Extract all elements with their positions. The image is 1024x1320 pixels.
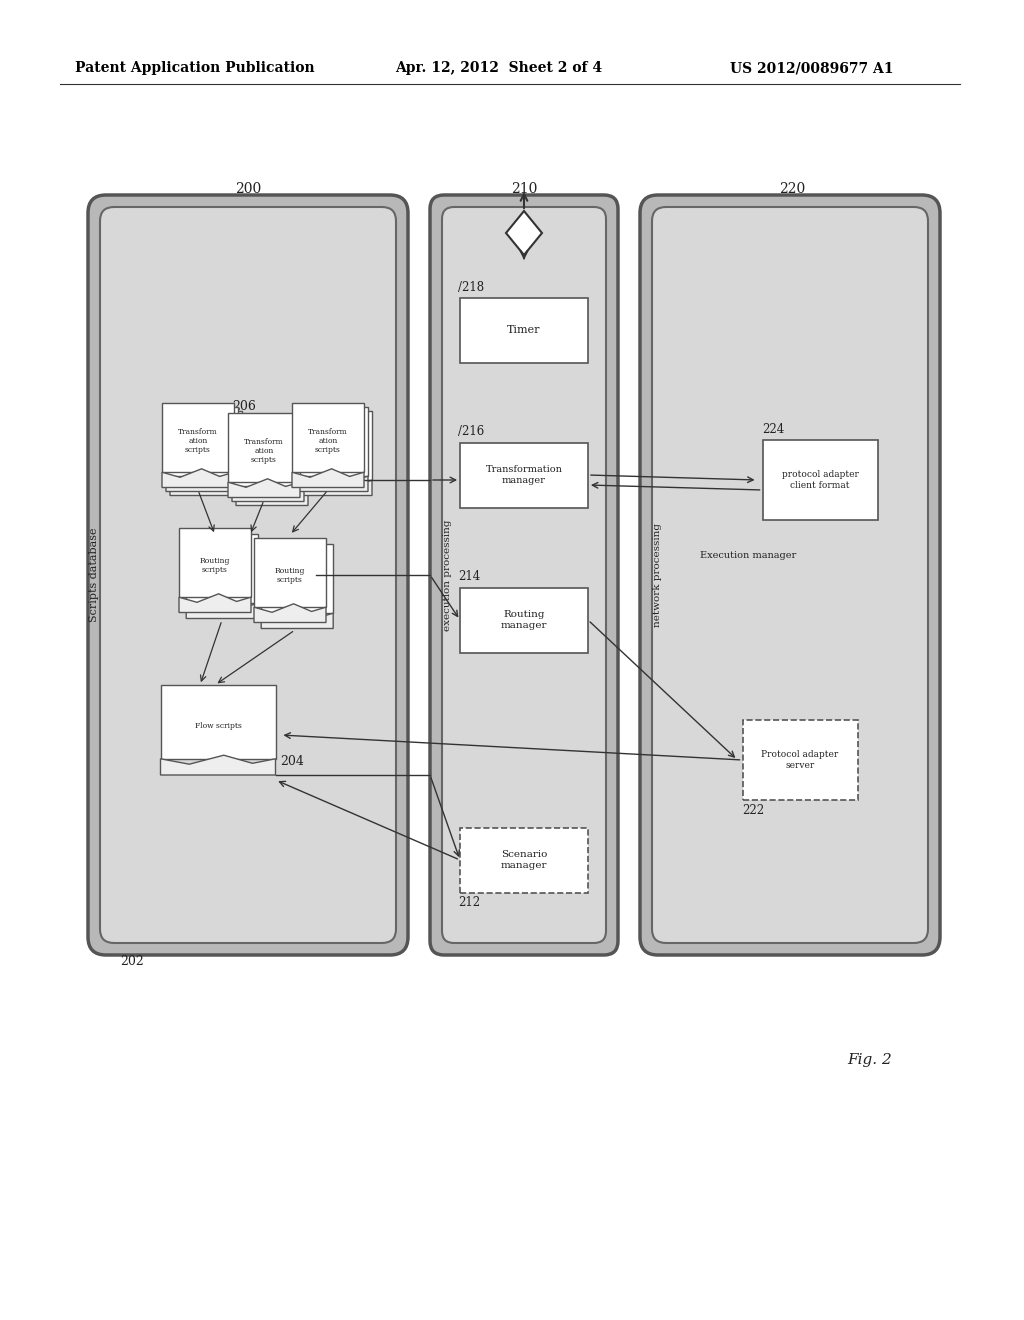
Bar <box>170 411 242 480</box>
Polygon shape <box>179 594 251 612</box>
Text: Routing
manager: Routing manager <box>501 610 547 630</box>
Text: 200: 200 <box>234 182 261 195</box>
Polygon shape <box>161 755 275 775</box>
Text: 210: 210 <box>511 182 538 195</box>
Polygon shape <box>261 610 333 628</box>
Text: Scenario
manager: Scenario manager <box>501 850 547 870</box>
Text: Flow scripts: Flow scripts <box>195 722 242 730</box>
Text: 202: 202 <box>120 954 143 968</box>
Text: Transform
ation
scripts: Transform ation scripts <box>178 428 218 454</box>
Polygon shape <box>186 599 258 619</box>
Bar <box>763 440 878 520</box>
Text: Scripts database: Scripts database <box>89 528 99 622</box>
Text: network processing: network processing <box>652 523 662 627</box>
Polygon shape <box>254 603 326 623</box>
Text: Routing
scripts: Routing scripts <box>200 557 230 574</box>
Bar <box>460 828 588 892</box>
FancyBboxPatch shape <box>640 195 940 954</box>
Bar <box>228 412 300 482</box>
Text: Timer: Timer <box>507 325 541 335</box>
Text: Transform
ation
scripts: Transform ation scripts <box>248 442 288 469</box>
FancyBboxPatch shape <box>88 195 408 954</box>
Bar <box>261 544 333 614</box>
Text: 212: 212 <box>458 896 480 909</box>
Bar <box>460 587 588 652</box>
Bar <box>460 442 588 507</box>
Polygon shape <box>162 469 234 487</box>
Polygon shape <box>236 487 308 506</box>
Text: 220: 220 <box>779 182 805 195</box>
FancyBboxPatch shape <box>652 207 928 942</box>
Text: 214: 214 <box>458 570 480 583</box>
Bar <box>460 297 588 363</box>
Bar <box>300 411 372 480</box>
Text: Apr. 12, 2012  Sheet 2 of 4: Apr. 12, 2012 Sheet 2 of 4 <box>395 61 602 75</box>
Text: Protocol adapter
server: Protocol adapter server <box>762 750 839 770</box>
Bar <box>232 417 304 486</box>
Polygon shape <box>300 477 372 495</box>
Bar <box>296 407 368 477</box>
Bar <box>161 685 275 759</box>
Text: US 2012/0089677 A1: US 2012/0089677 A1 <box>730 61 894 75</box>
Text: protocol adapter
client format: protocol adapter client format <box>781 470 858 490</box>
Text: Routing
scripts: Routing scripts <box>207 564 238 581</box>
Text: Transform
ation
scripts: Transform ation scripts <box>316 436 356 462</box>
Bar <box>179 528 251 597</box>
Bar <box>166 407 238 477</box>
Text: 224: 224 <box>763 422 784 436</box>
Text: /218: /218 <box>458 281 484 293</box>
Polygon shape <box>170 477 242 495</box>
Bar <box>254 537 326 607</box>
Text: Transform
ation
scripts: Transform ation scripts <box>308 428 348 454</box>
Text: 222: 222 <box>742 804 765 817</box>
Polygon shape <box>166 473 238 491</box>
Bar <box>292 403 364 473</box>
Bar <box>236 421 308 490</box>
Text: Transform
ation
scripts: Transform ation scripts <box>182 432 222 458</box>
Text: Transform
ation
scripts: Transform ation scripts <box>186 436 226 462</box>
FancyBboxPatch shape <box>100 207 396 942</box>
FancyBboxPatch shape <box>430 195 618 954</box>
Polygon shape <box>506 211 542 255</box>
Text: Routing
scripts: Routing scripts <box>282 573 312 590</box>
Polygon shape <box>292 469 364 487</box>
Text: Execution manager: Execution manager <box>700 550 797 560</box>
Text: execution processing: execution processing <box>442 519 452 631</box>
Text: 206: 206 <box>232 400 256 413</box>
Text: Patent Application Publication: Patent Application Publication <box>75 61 314 75</box>
Polygon shape <box>228 479 300 498</box>
FancyBboxPatch shape <box>442 207 606 942</box>
Polygon shape <box>296 473 368 491</box>
Polygon shape <box>232 483 304 502</box>
Text: Transform
ation
scripts: Transform ation scripts <box>244 437 284 463</box>
Text: Transformation
manager: Transformation manager <box>485 465 562 484</box>
Text: Fig. 2: Fig. 2 <box>848 1053 892 1067</box>
Bar <box>162 403 234 473</box>
Text: 204: 204 <box>281 755 304 768</box>
Text: Routing
scripts: Routing scripts <box>274 568 305 585</box>
Bar <box>186 533 258 603</box>
Text: /216: /216 <box>458 425 484 438</box>
Text: Transform
ation
scripts: Transform ation scripts <box>312 432 352 458</box>
Text: Transform
ation
scripts: Transform ation scripts <box>252 446 292 473</box>
Bar <box>742 719 857 800</box>
